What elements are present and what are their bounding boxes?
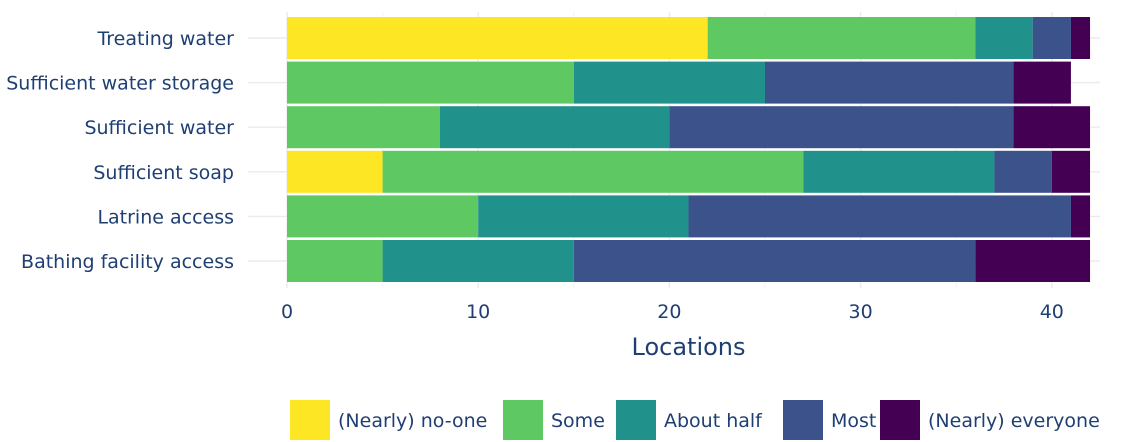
category-label: Sufficient soap	[93, 162, 234, 184]
category-label: Treating water	[96, 28, 234, 50]
bar-segment	[688, 195, 1071, 238]
x-tick-label: 40	[1040, 301, 1064, 323]
category-labels: Treating water Sufficient water storage Su…	[6, 28, 234, 273]
bar-segment	[765, 61, 1014, 104]
bar-segment	[287, 240, 383, 282]
bar-segment	[803, 150, 995, 193]
x-tick-label: 30	[849, 301, 873, 323]
legend-swatch	[290, 400, 330, 440]
bar-segment	[1051, 150, 1091, 193]
bar-segment	[975, 17, 1033, 59]
category-label: Latrine access	[97, 206, 234, 228]
bar-segment	[573, 61, 765, 104]
bar-segment	[573, 240, 976, 282]
x-tick-label: 20	[657, 301, 681, 323]
bar-segment	[669, 106, 1014, 149]
legend: (Nearly) no-one Some About half Most (Nearly…	[290, 400, 1100, 440]
bar-segment	[287, 195, 479, 238]
x-tick-label: 10	[466, 301, 490, 323]
bars-group	[287, 17, 1091, 282]
legend-label: Some	[551, 410, 605, 432]
bar-segment	[1013, 106, 1091, 149]
category-label: Sufficient water storage	[6, 73, 234, 95]
x-axis-title: Locations	[632, 333, 746, 361]
bar-segment	[1032, 17, 1071, 59]
bar-segment	[975, 240, 1091, 282]
legend-label: (Nearly) no-one	[338, 410, 487, 432]
bar-segment	[1070, 195, 1091, 238]
category-label: Bathing facility access	[21, 251, 234, 273]
legend-swatch	[880, 400, 920, 440]
legend-label: (Nearly) everyone	[928, 410, 1100, 432]
bar-segment	[707, 17, 976, 59]
bar-segment	[994, 150, 1052, 193]
bar-segment	[287, 106, 440, 149]
legend-label: Most	[831, 410, 876, 432]
bar-segment	[382, 240, 574, 282]
bar-segment	[382, 150, 804, 193]
bar-segment	[439, 106, 670, 149]
bar-segment	[1013, 61, 1071, 104]
x-tick-labels: 0 10 20 30 40	[281, 301, 1064, 323]
legend-swatch	[783, 400, 823, 440]
bar-segment	[287, 61, 574, 104]
legend-label: About half	[664, 410, 763, 432]
x-tick-label: 0	[281, 301, 293, 323]
legend-swatch	[503, 400, 543, 440]
category-label: Sufficient water	[84, 117, 234, 139]
bar-segment	[287, 150, 383, 193]
bar-segment	[1070, 17, 1091, 59]
bar-segment	[478, 195, 689, 238]
legend-swatch	[616, 400, 656, 440]
bar-segment	[287, 17, 708, 59]
